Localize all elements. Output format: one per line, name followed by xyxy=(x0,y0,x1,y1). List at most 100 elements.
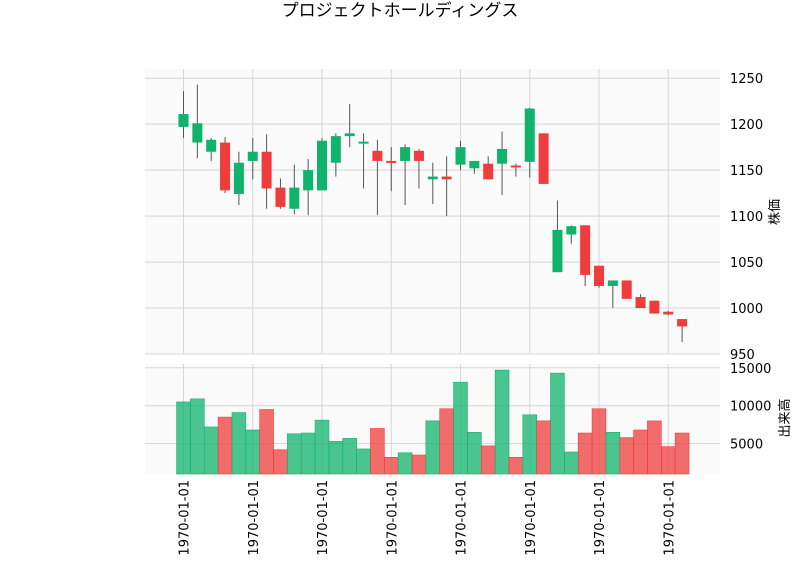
volume-bar-up xyxy=(190,398,205,475)
volume-bar-up xyxy=(550,372,565,475)
volume-bar-down xyxy=(384,457,399,475)
x-tick-labels: 1970-01-01 1970-01-01 1970-01-01 1970-01-01… xyxy=(178,480,678,556)
volume-bar-up xyxy=(425,420,441,475)
volume-bar-up xyxy=(245,429,260,475)
candle-down xyxy=(510,165,521,168)
candle-up xyxy=(206,139,217,152)
volume-bar-down xyxy=(647,420,662,475)
price-tick-label: 1150 xyxy=(730,164,763,179)
volume-bar-up xyxy=(328,441,344,475)
candle-down xyxy=(649,300,660,314)
candle-up xyxy=(524,108,535,162)
x-tick-label: 1970-01-01 xyxy=(247,480,262,556)
candle-down xyxy=(441,176,452,180)
candle-up xyxy=(455,147,466,165)
x-tick-label: 1970-01-01 xyxy=(455,480,470,556)
volume-bar-down xyxy=(577,432,593,475)
y-tick-labels: 950 1000 1050 1100 1150 1200 1250 5000 10000 1500… xyxy=(730,72,771,452)
price-tick-label: 1250 xyxy=(730,72,763,87)
volume-bar-down xyxy=(259,409,274,475)
candle-up xyxy=(427,176,438,180)
x-tick-label: 1970-01-01 xyxy=(385,480,400,556)
price-tick-label: 950 xyxy=(730,348,755,363)
price-tick-label: 1050 xyxy=(730,256,763,271)
volume-bar-up xyxy=(287,433,302,475)
candle-down xyxy=(677,319,688,327)
volume-bars xyxy=(176,369,690,475)
volume-bar-down xyxy=(619,437,634,475)
candle-up xyxy=(497,148,508,164)
candle-down xyxy=(220,142,231,191)
candle-up xyxy=(566,226,577,235)
volume-bar-down xyxy=(370,428,385,475)
price-axis-label: 株価 xyxy=(768,199,783,225)
volume-bar-up xyxy=(203,426,219,475)
candle-down xyxy=(413,150,424,161)
candle-up xyxy=(330,136,341,163)
candle-up xyxy=(469,160,480,169)
volume-bar-down xyxy=(508,457,524,475)
volume-bar-up xyxy=(176,401,191,475)
candle-down xyxy=(580,225,591,275)
volume-bar-down xyxy=(273,449,288,475)
volume-bar-up xyxy=(397,452,413,475)
volume-bar-up xyxy=(231,412,247,475)
candle-down xyxy=(386,160,397,163)
volume-tick-label: 15000 xyxy=(730,362,771,377)
candle-up xyxy=(344,133,355,137)
volume-tick-label: 5000 xyxy=(730,438,763,453)
candle-up xyxy=(607,280,618,286)
volume-bar-up xyxy=(314,419,330,475)
x-tick-label: 1970-01-01 xyxy=(593,480,608,556)
volume-bar-up xyxy=(467,431,482,475)
candle-down xyxy=(483,163,494,180)
candle-down xyxy=(261,151,272,189)
candle-down xyxy=(275,187,286,207)
candle-down xyxy=(635,297,646,309)
candles xyxy=(178,84,688,343)
volume-bar-up xyxy=(564,451,579,475)
price-panel-background xyxy=(145,69,720,354)
volume-bar-up xyxy=(356,448,371,475)
volume-bar-down xyxy=(480,445,496,475)
candle-up xyxy=(303,170,314,191)
candle-up xyxy=(317,140,327,191)
volume-bar-up xyxy=(300,432,316,475)
volume-tick-label: 10000 xyxy=(730,400,771,415)
x-tick-label: 1970-01-01 xyxy=(316,480,331,556)
volume-bar-up xyxy=(342,438,357,475)
volume-bar-down xyxy=(674,432,690,475)
volume-bar-down xyxy=(661,446,676,475)
volume-bar-down xyxy=(536,420,551,475)
candle-down xyxy=(538,133,549,184)
candle-up xyxy=(247,151,258,161)
price-tick-label: 1000 xyxy=(730,302,763,317)
volume-axis-label: 出来高 xyxy=(777,398,793,437)
candle-up xyxy=(552,229,563,273)
candle-up xyxy=(289,187,300,209)
candle-down xyxy=(663,311,674,315)
volume-bar-down xyxy=(439,408,454,475)
x-tick-label: 1970-01-01 xyxy=(524,480,539,556)
candle-up xyxy=(400,147,411,161)
chart-title: プロジェクトホールディングス xyxy=(282,0,519,21)
x-tick-label: 1970-01-01 xyxy=(178,480,193,556)
volume-bar-up xyxy=(494,369,510,475)
price-tick-label: 1200 xyxy=(730,118,763,133)
price-tick-label: 1100 xyxy=(730,210,763,225)
candle-up xyxy=(178,114,189,127)
volume-bar-up xyxy=(605,431,621,475)
volume-bar-up xyxy=(522,414,537,475)
volume-bar-up xyxy=(453,381,468,475)
volume-bar-down xyxy=(591,408,607,475)
volume-bar-down xyxy=(633,429,648,475)
x-tick-label: 1970-01-01 xyxy=(662,480,677,556)
candle-up xyxy=(233,162,244,195)
volume-bar-down xyxy=(411,454,427,475)
candle-down xyxy=(621,280,632,299)
candle-up xyxy=(358,141,369,144)
candle-down xyxy=(372,150,383,161)
candle-down xyxy=(594,265,604,286)
candle-up xyxy=(192,123,203,143)
